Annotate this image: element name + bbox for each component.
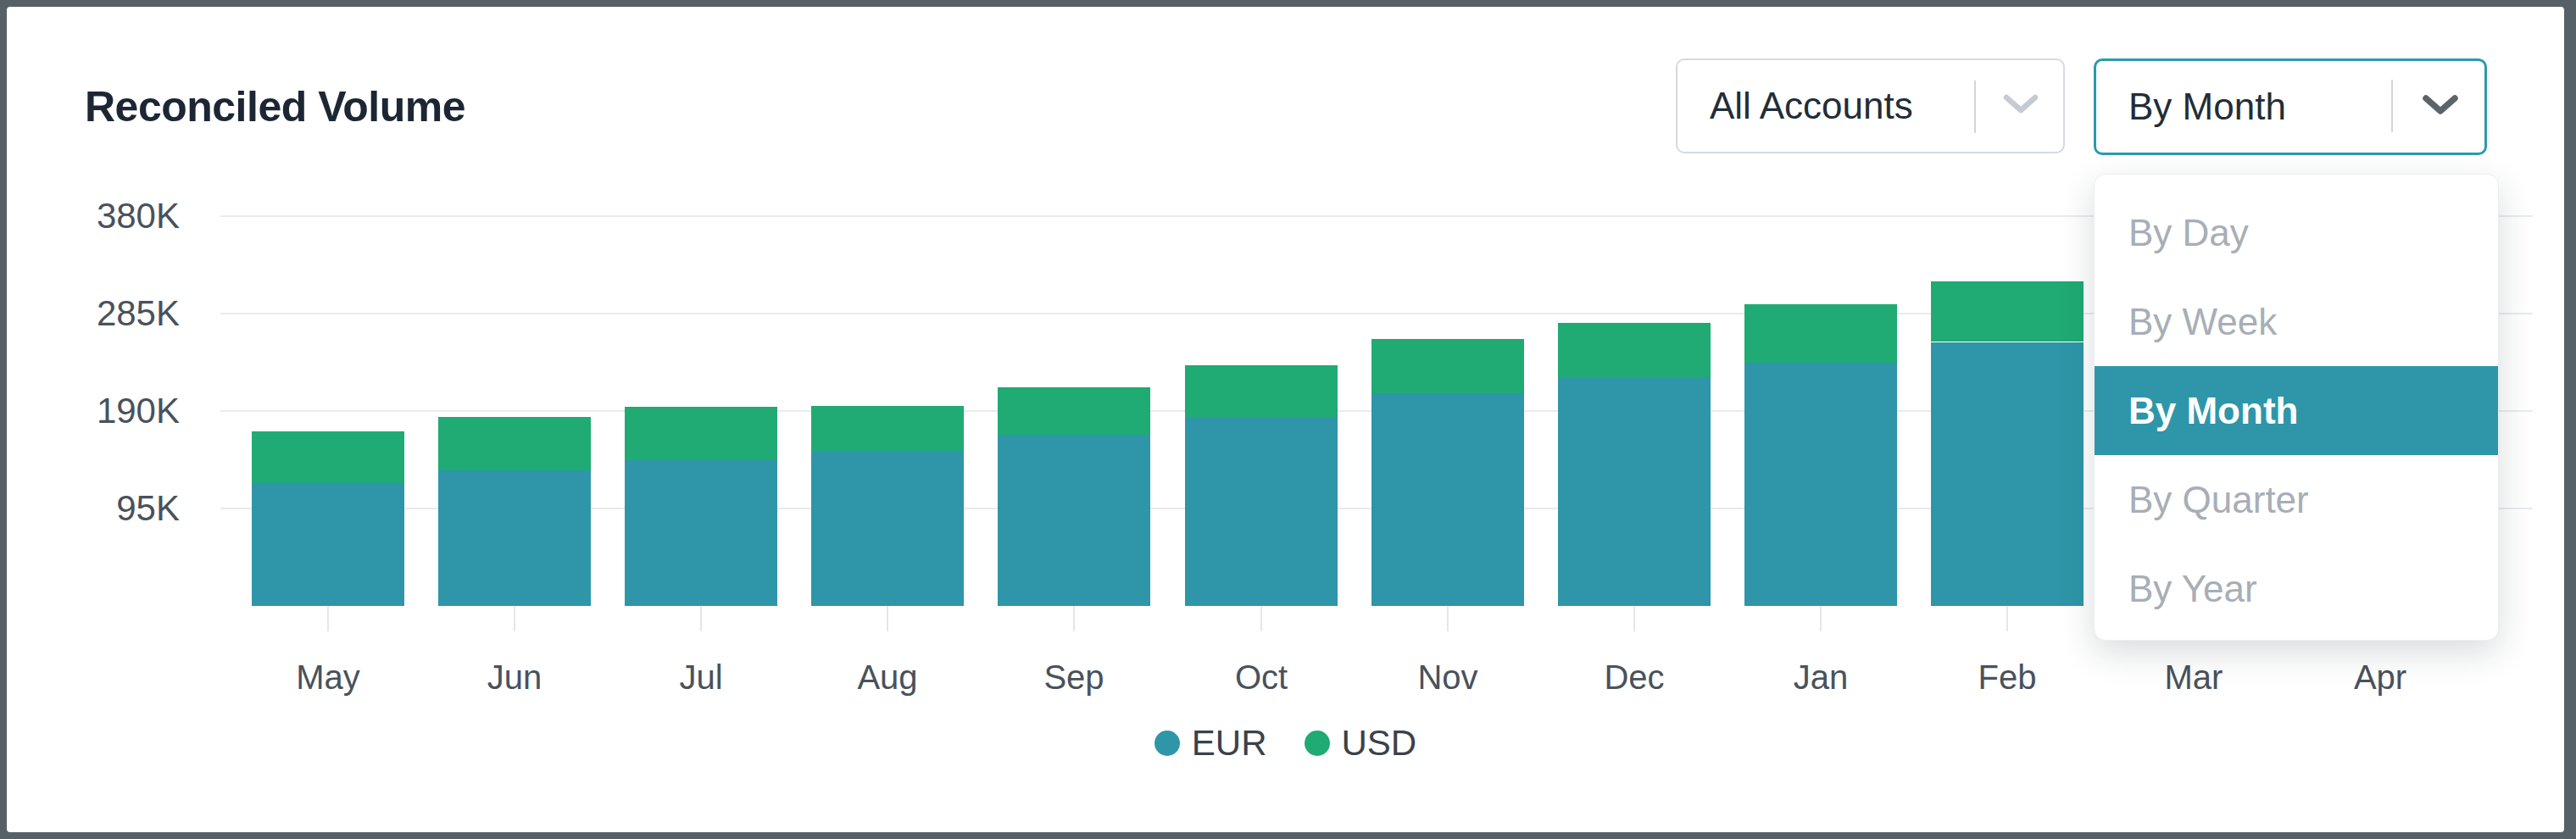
x-axis-month-label: Aug <box>828 658 947 697</box>
window-frame: Reconciled Volume 95K190K285K380KMayJunJ… <box>0 0 2576 839</box>
x-axis-tick <box>1447 606 1449 631</box>
bar-segment-eur-nov <box>1371 393 1524 606</box>
period-dropdown-menu: By DayBy WeekBy MonthBy QuarterBy Year <box>2094 174 2499 641</box>
x-axis-tick <box>2006 606 2008 631</box>
x-axis-tick <box>700 606 702 631</box>
bar-segment-eur-aug <box>811 452 964 606</box>
x-axis-month-label: Jun <box>455 658 574 697</box>
x-axis-month-label: Mar <box>2134 658 2253 697</box>
x-axis-tick <box>327 606 329 631</box>
x-axis-tick <box>1633 606 1635 631</box>
x-axis-month-label: Jul <box>642 658 760 697</box>
bar-segment-usd-aug <box>811 406 964 452</box>
menu-option-by-year[interactable]: By Year <box>2095 544 2498 633</box>
bar-segment-usd-jul <box>625 407 777 460</box>
x-axis-month-label: Jan <box>1761 658 1880 697</box>
menu-option-by-week[interactable]: By Week <box>2095 277 2498 366</box>
bar-segment-eur-may <box>252 483 404 606</box>
bar-segment-usd-nov <box>1371 339 1524 393</box>
x-axis-tick <box>1820 606 1822 631</box>
x-axis-month-label: Oct <box>1202 658 1321 697</box>
x-axis-month-label: Dec <box>1575 658 1694 697</box>
bar-segment-usd-sep <box>998 387 1150 435</box>
y-axis-tick-label: 285K <box>53 295 180 332</box>
y-axis-tick-label: 95K <box>53 490 180 527</box>
menu-option-by-day[interactable]: By Day <box>2095 188 2498 277</box>
y-axis-tick-label: 380K <box>53 197 180 235</box>
bar-segment-eur-oct <box>1185 416 1338 606</box>
x-axis-tick <box>887 606 888 631</box>
bar-segment-usd-dec <box>1558 323 1711 378</box>
x-axis-month-label: Apr <box>2321 658 2440 697</box>
bar-segment-usd-jun <box>438 417 591 470</box>
bar-segment-usd-may <box>252 431 404 483</box>
bar-segment-usd-oct <box>1185 365 1338 417</box>
bar-segment-usd-feb <box>1931 281 2084 342</box>
menu-option-by-quarter[interactable]: By Quarter <box>2095 455 2498 544</box>
x-axis-tick <box>1073 606 1075 631</box>
bar-segment-eur-feb <box>1931 342 2084 606</box>
x-axis-month-label: May <box>269 658 387 697</box>
reconciled-volume-card: Reconciled Volume 95K190K285K380KMayJunJ… <box>7 7 2564 832</box>
bar-segment-usd-jan <box>1744 304 1897 363</box>
x-axis-tick <box>1260 606 1262 631</box>
bar-segment-eur-jul <box>625 460 777 606</box>
y-axis-tick-label: 190K <box>53 392 180 430</box>
x-axis-month-label: Feb <box>1948 658 2067 697</box>
menu-option-by-month[interactable]: By Month <box>2095 366 2498 455</box>
bar-segment-eur-jun <box>438 470 591 606</box>
bar-segment-eur-sep <box>998 435 1150 606</box>
bar-segment-eur-jan <box>1744 363 1897 606</box>
x-axis-month-label: Sep <box>1015 658 1133 697</box>
x-axis-tick <box>514 606 515 631</box>
bar-segment-eur-dec <box>1558 378 1711 606</box>
x-axis-month-label: Nov <box>1388 658 1507 697</box>
